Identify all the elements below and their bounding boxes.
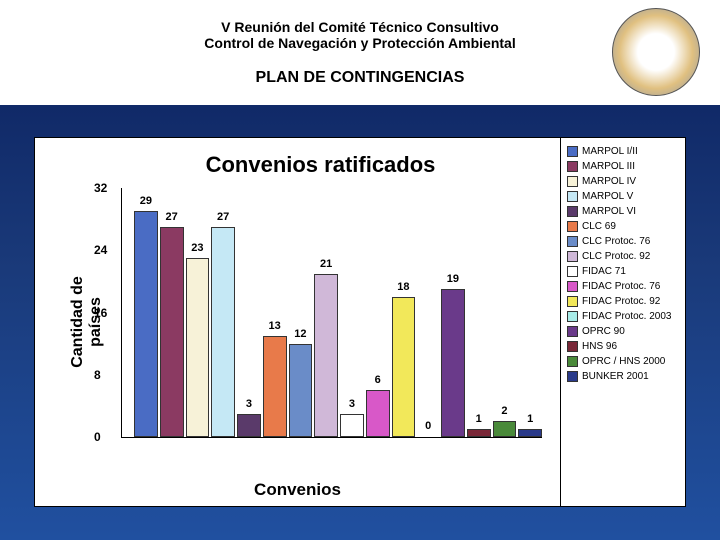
bar-value-label: 6 xyxy=(375,374,381,386)
bar: 12 xyxy=(289,344,313,437)
legend-swatch-icon xyxy=(567,281,578,292)
plot-area: 2927232731312213618019121 08162432 xyxy=(121,188,542,438)
legend-label: MARPOL V xyxy=(582,191,633,202)
bar-value-label: 3 xyxy=(349,398,355,410)
bar-value-label: 2 xyxy=(501,405,507,417)
bar-value-label: 27 xyxy=(217,211,229,223)
legend-swatch-icon xyxy=(567,311,578,322)
chart-container: Convenios ratificados Cantidad depaíses … xyxy=(34,137,686,507)
ytick: 8 xyxy=(94,368,101,382)
legend-label: MARPOL III xyxy=(582,161,635,172)
bar: 1 xyxy=(467,429,491,437)
bar-value-label: 23 xyxy=(191,242,203,254)
bar-value-label: 0 xyxy=(425,420,431,432)
bar-value-label: 19 xyxy=(447,273,459,285)
legend-swatch-icon xyxy=(567,266,578,277)
legend-item: FIDAC 71 xyxy=(567,266,679,277)
legend-swatch-icon xyxy=(567,356,578,367)
legend-item: HNS 96 xyxy=(567,341,679,352)
legend-label: FIDAC 71 xyxy=(582,266,626,277)
bar-value-label: 13 xyxy=(269,320,281,332)
bar-value-label: 18 xyxy=(397,281,409,293)
org-logo-icon xyxy=(612,8,700,96)
legend-item: CLC Protoc. 76 xyxy=(567,236,679,247)
ytick: 16 xyxy=(94,306,107,320)
legend-item: MARPOL VI xyxy=(567,206,679,217)
legend-label: CLC 69 xyxy=(582,221,616,232)
chart-ylabel: Cantidad depaíses xyxy=(69,276,104,368)
bar: 1 xyxy=(518,429,542,437)
legend-swatch-icon xyxy=(567,296,578,307)
chart-xlabel: Convenios xyxy=(254,480,341,500)
legend-swatch-icon xyxy=(567,251,578,262)
header-subtitle: PLAN DE CONTINGENCIAS xyxy=(204,69,515,87)
legend-item: MARPOL I/II xyxy=(567,146,679,157)
legend-label: BUNKER 2001 xyxy=(582,371,649,382)
bar: 27 xyxy=(160,227,184,437)
legend-label: CLC Protoc. 76 xyxy=(582,236,650,247)
bar-value-label: 21 xyxy=(320,258,332,270)
legend-item: CLC Protoc. 92 xyxy=(567,251,679,262)
legend-label: FIDAC Protoc. 92 xyxy=(582,296,660,307)
bar: 27 xyxy=(211,227,235,437)
bar-value-label: 29 xyxy=(140,195,152,207)
legend-swatch-icon xyxy=(567,146,578,157)
legend-swatch-icon xyxy=(567,341,578,352)
legend-label: CLC Protoc. 92 xyxy=(582,251,650,262)
ytick: 0 xyxy=(94,430,101,444)
chart-title: Convenios ratificados xyxy=(91,152,550,178)
bar: 13 xyxy=(263,336,287,437)
legend-item: CLC 69 xyxy=(567,221,679,232)
bar: 18 xyxy=(392,297,416,437)
bar: 21 xyxy=(314,274,338,437)
legend-swatch-icon xyxy=(567,236,578,247)
bar: 29 xyxy=(134,211,158,437)
chart-legend: MARPOL I/II MARPOL III MARPOL IV MARPOL V MA… xyxy=(560,138,685,506)
legend-item: MARPOL IV xyxy=(567,176,679,187)
bar: 23 xyxy=(186,258,210,437)
legend-swatch-icon xyxy=(567,206,578,217)
header-text-block: V Reunión del Comité Técnico Consultivo … xyxy=(204,19,515,87)
ytick: 24 xyxy=(94,243,107,257)
legend-swatch-icon xyxy=(567,371,578,382)
legend-swatch-icon xyxy=(567,176,578,187)
bar: 3 xyxy=(237,414,261,437)
legend-item: BUNKER 2001 xyxy=(567,371,679,382)
legend-label: OPRC / HNS 2000 xyxy=(582,356,665,367)
bar-value-label: 1 xyxy=(476,413,482,425)
legend-swatch-icon xyxy=(567,161,578,172)
legend-item: MARPOL V xyxy=(567,191,679,202)
legend-label: OPRC 90 xyxy=(582,326,625,337)
legend-swatch-icon xyxy=(567,221,578,232)
header-bar: V Reunión del Comité Técnico Consultivo … xyxy=(0,0,720,105)
legend-item: OPRC / HNS 2000 xyxy=(567,356,679,367)
chart-plot-region: Convenios ratificados Cantidad depaíses … xyxy=(35,138,560,506)
bar: 2 xyxy=(493,421,517,437)
bar-value-label: 1 xyxy=(527,413,533,425)
legend-item: FIDAC Protoc. 92 xyxy=(567,296,679,307)
header-line2: Control de Navegación y Protección Ambie… xyxy=(204,35,515,51)
legend-label: MARPOL VI xyxy=(582,206,636,217)
legend-label: MARPOL I/II xyxy=(582,146,638,157)
bar-value-label: 3 xyxy=(246,398,252,410)
legend-item: MARPOL III xyxy=(567,161,679,172)
bar: 3 xyxy=(340,414,364,437)
ytick: 32 xyxy=(94,181,107,195)
legend-label: MARPOL IV xyxy=(582,176,636,187)
bar: 6 xyxy=(366,390,390,437)
legend-label: FIDAC Protoc. 2003 xyxy=(582,311,671,322)
header-line1: V Reunión del Comité Técnico Consultivo xyxy=(204,19,515,35)
legend-swatch-icon xyxy=(567,191,578,202)
legend-item: OPRC 90 xyxy=(567,326,679,337)
bar: 19 xyxy=(441,289,465,437)
legend-swatch-icon xyxy=(567,326,578,337)
bars-group: 2927232731312213618019121 xyxy=(122,188,542,437)
bar-value-label: 12 xyxy=(294,328,306,340)
legend-item: FIDAC Protoc. 76 xyxy=(567,281,679,292)
legend-label: HNS 96 xyxy=(582,341,617,352)
legend-label: FIDAC Protoc. 76 xyxy=(582,281,660,292)
legend-item: FIDAC Protoc. 2003 xyxy=(567,311,679,322)
bar-value-label: 27 xyxy=(166,211,178,223)
